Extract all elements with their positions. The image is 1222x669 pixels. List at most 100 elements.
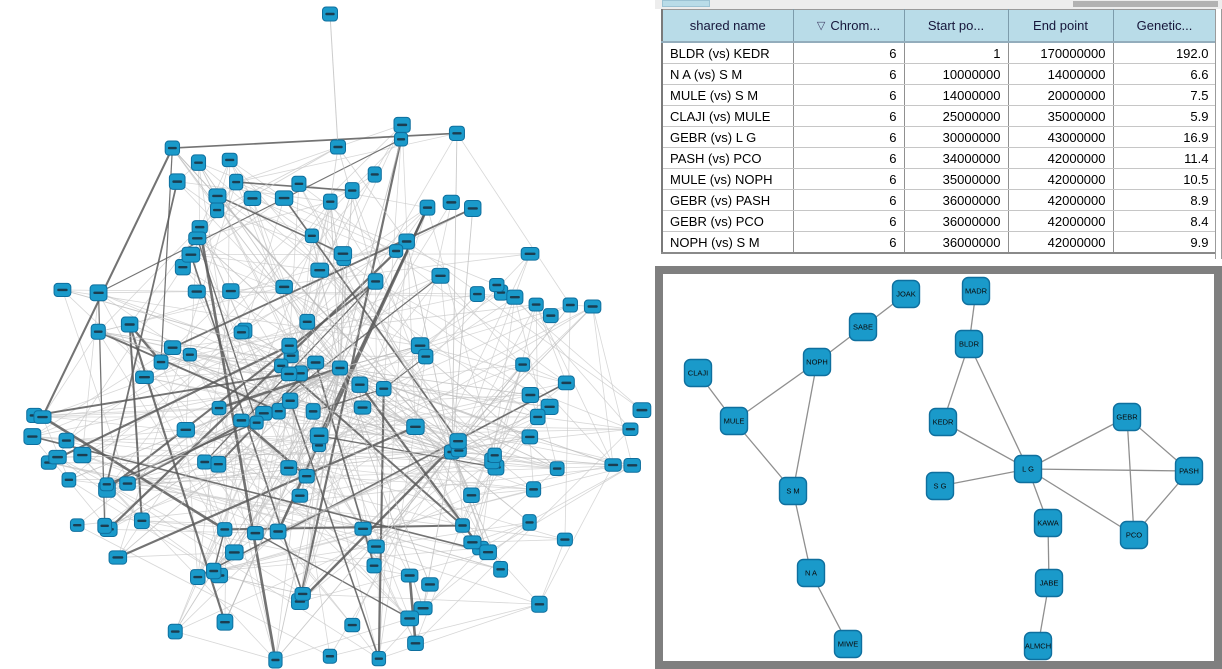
network-node[interactable] bbox=[367, 166, 382, 183]
network-node[interactable] bbox=[197, 454, 213, 470]
network-node[interactable] bbox=[549, 461, 565, 476]
network-node[interactable] bbox=[222, 283, 240, 299]
table-cell[interactable]: 42000000 bbox=[1008, 189, 1114, 211]
network-node[interactable] bbox=[167, 623, 183, 640]
network-node[interactable] bbox=[463, 487, 480, 503]
network-edge-LG-PASH[interactable] bbox=[1027, 468, 1190, 472]
network-node[interactable] bbox=[181, 246, 201, 263]
network-node[interactable] bbox=[225, 544, 244, 561]
column-header-3[interactable]: End point bbox=[1007, 9, 1114, 43]
network-node[interactable] bbox=[249, 415, 264, 430]
network-node-LG[interactable]: L G bbox=[1013, 454, 1043, 484]
network-node[interactable] bbox=[540, 398, 559, 415]
network-node[interactable] bbox=[493, 561, 509, 578]
network-node[interactable] bbox=[58, 432, 75, 449]
network-node[interactable] bbox=[274, 190, 294, 206]
network-node[interactable] bbox=[556, 532, 573, 547]
network-edge-GEBR-PCO[interactable] bbox=[1126, 416, 1135, 536]
network-node[interactable] bbox=[479, 544, 497, 561]
network-node[interactable] bbox=[562, 297, 578, 313]
network-edge-SG-LG[interactable] bbox=[939, 468, 1029, 487]
network-node[interactable] bbox=[280, 460, 298, 476]
network-node-BLDR[interactable]: BLDR bbox=[954, 329, 984, 359]
table-cell[interactable]: 10.5 bbox=[1113, 168, 1217, 190]
network-node-NA[interactable]: N A bbox=[796, 558, 826, 588]
network-node[interactable] bbox=[323, 193, 338, 210]
network-edge-BLDR-LG[interactable] bbox=[968, 343, 1029, 470]
network-node[interactable] bbox=[282, 392, 299, 409]
table-cell[interactable]: NOPH (vs) S M bbox=[662, 231, 794, 254]
table-cell[interactable]: 36000000 bbox=[904, 189, 1009, 211]
network-node[interactable] bbox=[542, 308, 559, 324]
table-row[interactable]: MULE (vs) S M 6 14000000 20000000 7.5 bbox=[662, 84, 1217, 106]
table-cell[interactable]: 16.9 bbox=[1113, 126, 1217, 148]
network-node[interactable] bbox=[135, 370, 154, 384]
network-node[interactable] bbox=[521, 429, 539, 445]
network-node[interactable] bbox=[99, 477, 115, 492]
network-node[interactable] bbox=[353, 400, 372, 415]
network-node[interactable] bbox=[442, 194, 460, 210]
network-node[interactable] bbox=[305, 403, 321, 420]
network-node[interactable] bbox=[419, 199, 436, 216]
network-node[interactable] bbox=[366, 558, 382, 574]
table-cell[interactable]: 6 bbox=[793, 105, 905, 127]
network-node-SM[interactable]: S M bbox=[778, 476, 808, 506]
network-node[interactable] bbox=[557, 375, 575, 391]
network-node[interactable] bbox=[367, 273, 384, 290]
filter-icon[interactable]: ▽ bbox=[816, 20, 826, 32]
table-cell[interactable]: CLAJI (vs) MULE bbox=[662, 105, 794, 127]
network-node[interactable] bbox=[413, 601, 433, 616]
network-node[interactable] bbox=[89, 284, 108, 302]
network-node-ALMCH[interactable]: ALMCH bbox=[1023, 631, 1053, 661]
network-node[interactable] bbox=[455, 518, 470, 533]
table-cell[interactable]: PASH (vs) PCO bbox=[662, 147, 794, 169]
table-cell[interactable]: 42000000 bbox=[1008, 168, 1114, 190]
table-cell[interactable]: 36000000 bbox=[904, 210, 1009, 232]
network-node[interactable] bbox=[187, 284, 206, 299]
table-cell[interactable]: 11.4 bbox=[1113, 147, 1217, 169]
network-node[interactable] bbox=[108, 550, 128, 565]
table-cell[interactable]: 6 bbox=[793, 42, 905, 64]
network-node[interactable] bbox=[332, 360, 348, 376]
network-node[interactable] bbox=[233, 325, 250, 340]
table-cell[interactable]: 42000000 bbox=[1008, 210, 1114, 232]
table-vertical-scrollbar[interactable] bbox=[1215, 9, 1222, 259]
network-node[interactable] bbox=[344, 617, 361, 633]
network-node-SG[interactable]: S G bbox=[925, 471, 955, 501]
table-cell[interactable]: 42000000 bbox=[1008, 231, 1114, 254]
table-cell[interactable]: 8.9 bbox=[1113, 189, 1217, 211]
network-node[interactable] bbox=[48, 449, 67, 465]
network-node[interactable] bbox=[322, 6, 338, 22]
filtered-network-view[interactable]: JOAK MADR SABE BLDR NOPH CLAJI GEBR KEDR MULE L G… bbox=[663, 274, 1214, 661]
table-cell[interactable]: 6 bbox=[793, 84, 905, 106]
network-node[interactable] bbox=[269, 523, 287, 540]
network-node[interactable] bbox=[268, 651, 283, 669]
table-cell[interactable]: 192.0 bbox=[1113, 42, 1217, 64]
table-cell[interactable]: 6 bbox=[793, 63, 905, 85]
network-node-PCO[interactable]: PCO bbox=[1119, 520, 1149, 550]
column-header-0[interactable]: shared name bbox=[661, 9, 794, 43]
network-edge-LG-PCO[interactable] bbox=[1027, 468, 1135, 536]
network-node[interactable] bbox=[330, 139, 346, 155]
network-node[interactable] bbox=[322, 648, 338, 664]
table-row[interactable]: GEBR (vs) PCO 6 36000000 42000000 8.4 bbox=[662, 210, 1217, 232]
network-node[interactable] bbox=[309, 427, 329, 445]
table-cell[interactable]: 7.5 bbox=[1113, 84, 1217, 106]
network-node[interactable] bbox=[398, 233, 415, 250]
network-edge-LG-GEBR[interactable] bbox=[1027, 416, 1128, 470]
network-node[interactable] bbox=[407, 635, 424, 651]
table-row[interactable]: NOPH (vs) S M 6 36000000 42000000 9.9 bbox=[662, 231, 1217, 254]
network-node[interactable] bbox=[211, 400, 227, 416]
network-node[interactable] bbox=[190, 154, 207, 171]
network-node[interactable] bbox=[294, 587, 311, 601]
table-cell[interactable]: MULE (vs) S M bbox=[662, 84, 794, 106]
table-cell[interactable]: 6 bbox=[793, 231, 905, 254]
table-cell[interactable]: 6 bbox=[793, 147, 905, 169]
network-node[interactable] bbox=[217, 522, 233, 537]
table-cell[interactable]: 9.9 bbox=[1113, 231, 1217, 254]
column-header-4[interactable]: Genetic... bbox=[1112, 9, 1217, 43]
network-node[interactable] bbox=[291, 175, 307, 192]
table-cell[interactable]: GEBR (vs) PASH bbox=[662, 189, 794, 211]
network-node[interactable] bbox=[431, 267, 450, 284]
network-node[interactable] bbox=[310, 262, 330, 278]
